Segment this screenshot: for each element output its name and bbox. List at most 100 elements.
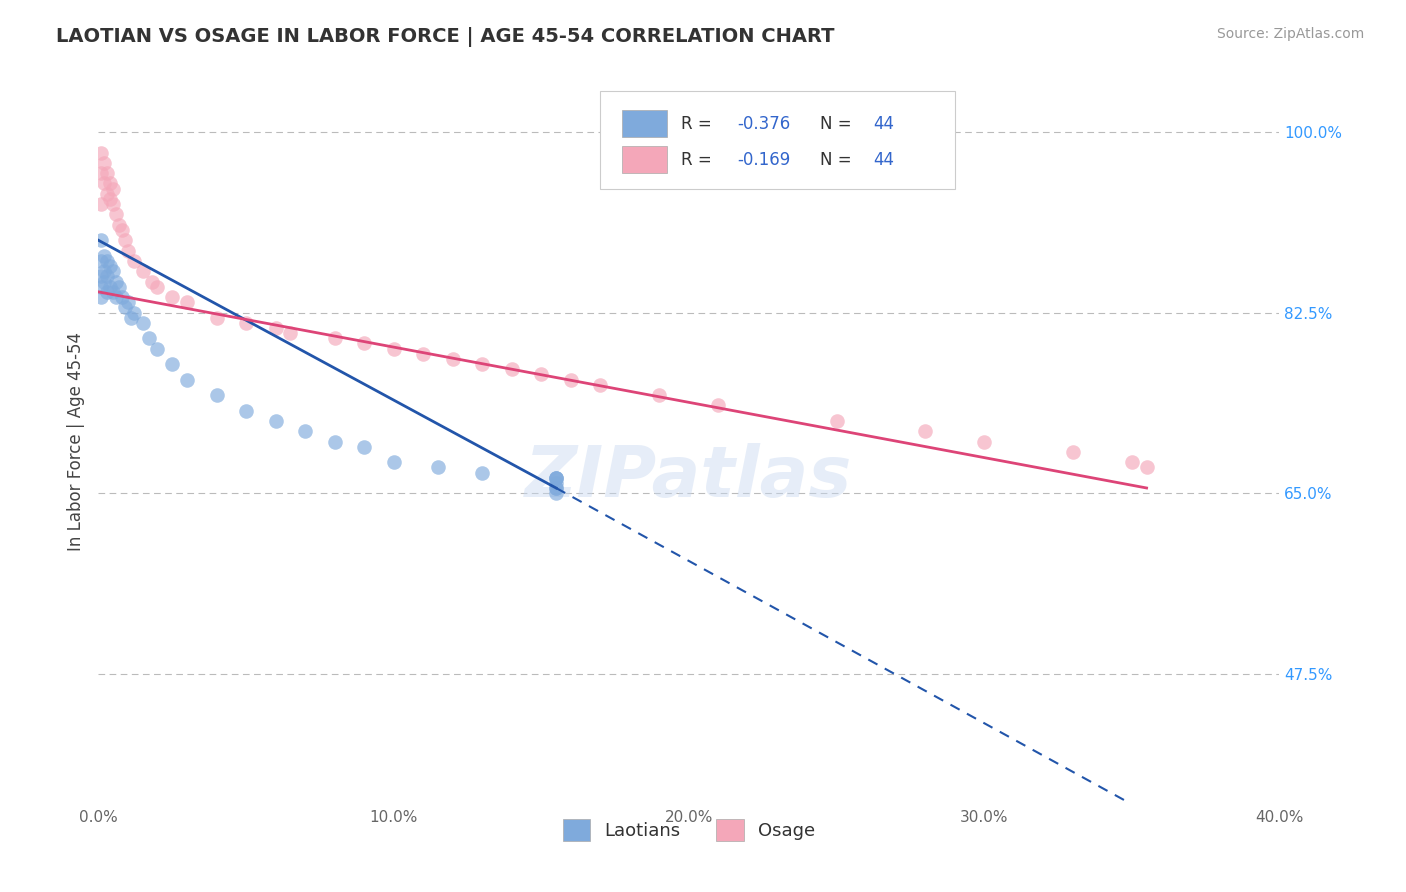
Text: 44: 44 — [873, 151, 894, 169]
Point — [546, 471, 568, 485]
Point — [96, 285, 118, 299]
Point — [93, 264, 115, 278]
Point — [471, 466, 494, 480]
Point — [264, 414, 287, 428]
Point — [546, 475, 568, 490]
Point — [589, 377, 612, 392]
Point — [132, 264, 155, 278]
Point — [117, 244, 139, 258]
Point — [90, 254, 112, 268]
Point — [162, 290, 183, 304]
Point — [90, 269, 112, 284]
Point — [111, 290, 134, 304]
Point — [93, 275, 115, 289]
Point — [105, 290, 128, 304]
Point — [914, 424, 936, 438]
Point — [825, 414, 848, 428]
Y-axis label: In Labor Force | Age 45-54: In Labor Force | Age 45-54 — [66, 332, 84, 551]
Point — [93, 249, 115, 263]
Point — [103, 182, 125, 196]
Point — [138, 331, 160, 345]
Point — [117, 295, 139, 310]
Point — [412, 347, 434, 361]
Point — [707, 398, 730, 412]
Point — [90, 290, 112, 304]
Point — [114, 301, 136, 315]
Text: R =: R = — [681, 115, 717, 133]
Bar — [621, 110, 666, 137]
Point — [205, 388, 228, 402]
Point — [90, 233, 112, 247]
Point — [323, 434, 346, 449]
Point — [264, 321, 287, 335]
Point — [103, 264, 125, 278]
Point — [90, 279, 112, 293]
Point — [108, 279, 131, 293]
Text: 44: 44 — [873, 115, 894, 133]
Point — [382, 342, 405, 356]
Point — [114, 233, 136, 247]
Point — [382, 455, 405, 469]
Point — [93, 156, 115, 170]
Point — [120, 310, 142, 325]
Point — [471, 357, 494, 371]
Point — [90, 145, 112, 160]
Point — [205, 310, 228, 325]
Point — [93, 177, 115, 191]
Point — [560, 373, 582, 387]
Point — [162, 357, 183, 371]
Text: Source: ZipAtlas.com: Source: ZipAtlas.com — [1216, 27, 1364, 41]
Point — [132, 316, 155, 330]
Point — [441, 351, 464, 366]
Text: -0.376: -0.376 — [737, 115, 790, 133]
Point — [96, 166, 118, 180]
Text: N =: N = — [820, 115, 856, 133]
Point — [323, 331, 346, 345]
Text: R =: R = — [681, 151, 717, 169]
Point — [103, 285, 125, 299]
Point — [96, 186, 118, 201]
Bar — [621, 146, 666, 173]
Point — [105, 207, 128, 221]
Point — [96, 254, 118, 268]
Point — [546, 481, 568, 495]
Point — [1136, 460, 1159, 475]
Point — [235, 316, 257, 330]
Point — [1121, 455, 1143, 469]
Point — [501, 362, 523, 376]
Point — [108, 218, 131, 232]
Text: N =: N = — [820, 151, 856, 169]
Text: LAOTIAN VS OSAGE IN LABOR FORCE | AGE 45-54 CORRELATION CHART: LAOTIAN VS OSAGE IN LABOR FORCE | AGE 45… — [56, 27, 835, 46]
Point — [98, 279, 121, 293]
Point — [141, 275, 163, 289]
Point — [235, 403, 257, 417]
Point — [98, 192, 121, 206]
Point — [546, 471, 568, 485]
Point — [122, 305, 145, 319]
Point — [111, 223, 134, 237]
Point — [648, 388, 671, 402]
Point — [146, 279, 169, 293]
Point — [105, 275, 128, 289]
Point — [353, 440, 375, 454]
Point — [103, 197, 125, 211]
Point — [96, 269, 118, 284]
Point — [280, 326, 302, 341]
Point — [98, 259, 121, 273]
Point — [546, 486, 568, 500]
Point — [176, 295, 198, 310]
Point — [973, 434, 995, 449]
Point — [146, 342, 169, 356]
Point — [427, 460, 450, 475]
Legend: Laotians, Osage: Laotians, Osage — [555, 812, 823, 848]
FancyBboxPatch shape — [600, 91, 955, 189]
Point — [90, 197, 112, 211]
Point — [294, 424, 316, 438]
Text: -0.169: -0.169 — [737, 151, 790, 169]
Point — [353, 336, 375, 351]
Point — [122, 254, 145, 268]
Point — [90, 166, 112, 180]
Point — [176, 373, 198, 387]
Point — [1062, 445, 1084, 459]
Text: ZIPatlas: ZIPatlas — [526, 443, 852, 512]
